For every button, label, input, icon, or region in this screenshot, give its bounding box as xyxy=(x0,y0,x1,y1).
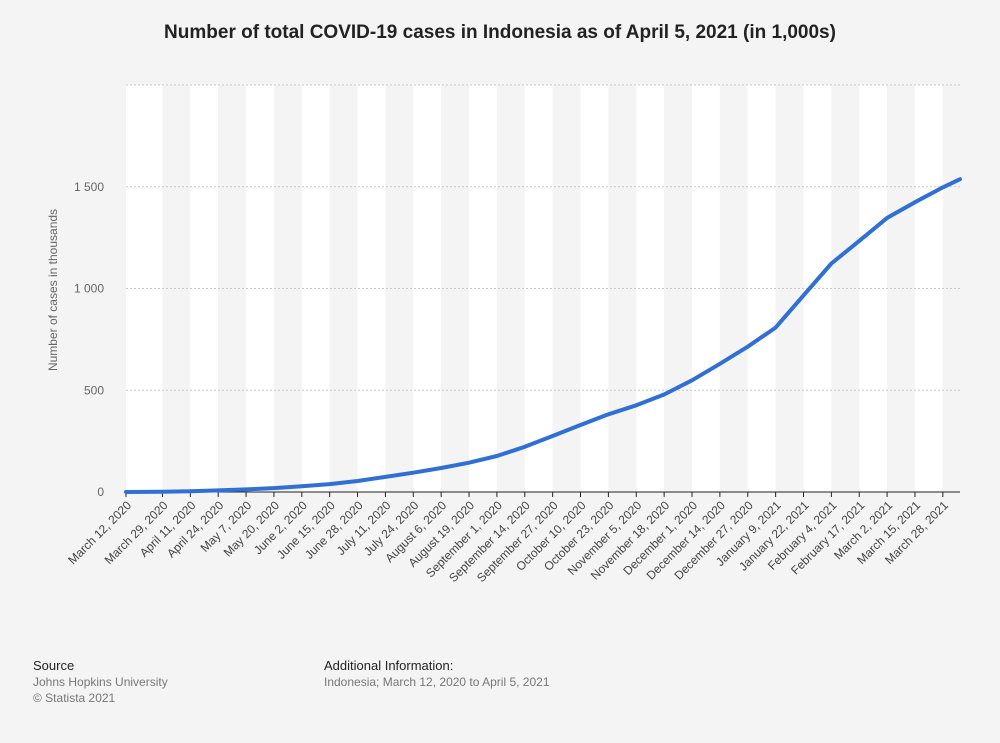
chart-title: Number of total COVID-19 cases in Indone… xyxy=(164,22,836,43)
y-tick-label: 1 500 xyxy=(74,180,104,194)
source-heading: Source xyxy=(33,658,75,673)
y-axis-label: Number of cases in thousands xyxy=(46,209,60,371)
series-line-total-cases xyxy=(124,177,962,494)
additional-info-text: Indonesia; March 12, 2020 to April 5, 20… xyxy=(324,675,550,689)
y-axis-ticks: 0 500 1 000 1 500 xyxy=(74,180,104,499)
source-block: Source Johns Hopkins University © Statis… xyxy=(33,658,168,706)
background-band xyxy=(126,85,163,492)
y-tick-label: 1 000 xyxy=(74,282,104,296)
y-tick-label: 500 xyxy=(84,383,104,397)
gridlines xyxy=(126,84,960,391)
source-name: Johns Hopkins University xyxy=(33,675,168,689)
copyright: © Statista 2021 xyxy=(33,691,116,705)
line-chart: 0 500 1 000 1 500 Number of cases in thousa… xyxy=(46,84,962,585)
additional-info-heading: Additional Information: xyxy=(324,658,454,673)
additional-info-block: Additional Information: Indonesia; March… xyxy=(324,658,550,690)
y-tick-label: 0 xyxy=(97,485,104,499)
x-tick-label: March 12, 2020 xyxy=(65,498,134,567)
